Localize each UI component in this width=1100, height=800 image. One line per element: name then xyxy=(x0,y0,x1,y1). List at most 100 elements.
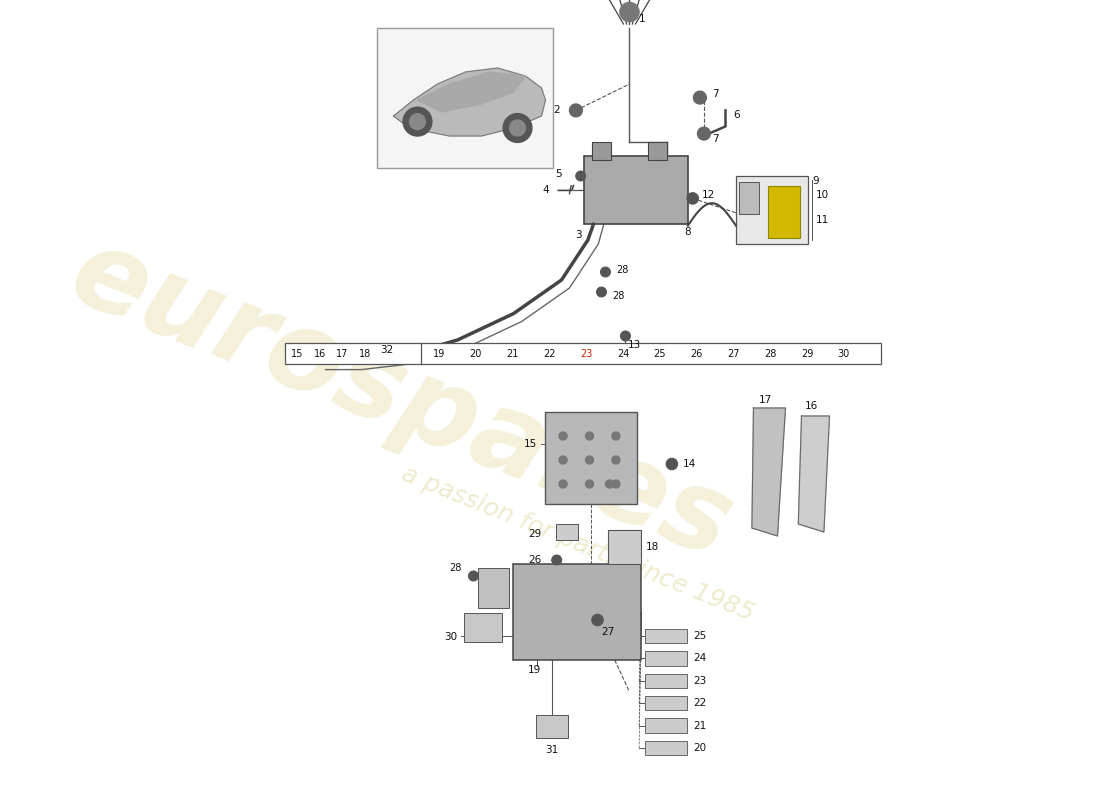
Circle shape xyxy=(612,480,620,488)
Text: 1: 1 xyxy=(639,14,646,24)
Circle shape xyxy=(667,458,678,470)
Circle shape xyxy=(605,480,614,488)
Text: 20: 20 xyxy=(470,349,482,358)
Text: 13: 13 xyxy=(628,340,641,350)
Text: 7: 7 xyxy=(712,134,718,144)
Text: eurospares: eurospares xyxy=(56,219,747,581)
Text: 5: 5 xyxy=(554,169,561,178)
Text: 18: 18 xyxy=(647,542,660,552)
Text: 19: 19 xyxy=(528,665,541,674)
Text: 17: 17 xyxy=(759,395,772,405)
Circle shape xyxy=(592,614,603,626)
Bar xyxy=(648,142,667,160)
Text: 17: 17 xyxy=(337,349,349,358)
Bar xyxy=(546,412,638,504)
Text: 28: 28 xyxy=(764,349,777,358)
Bar xyxy=(736,176,807,244)
Text: 15: 15 xyxy=(292,349,304,358)
Bar xyxy=(646,674,688,688)
Bar xyxy=(556,524,579,540)
Text: 26: 26 xyxy=(528,555,541,565)
Bar xyxy=(646,718,688,733)
Text: 23: 23 xyxy=(693,676,706,686)
Text: 28: 28 xyxy=(616,265,628,274)
Bar xyxy=(514,564,641,660)
Bar xyxy=(739,182,759,214)
Circle shape xyxy=(612,432,620,440)
Circle shape xyxy=(503,114,532,142)
Circle shape xyxy=(688,193,698,204)
Text: 32: 32 xyxy=(381,346,394,355)
Text: 16: 16 xyxy=(805,402,818,411)
Text: 21: 21 xyxy=(693,721,706,730)
Text: 28: 28 xyxy=(612,291,625,301)
Text: 15: 15 xyxy=(525,439,538,449)
Text: a passion for parts since 1985: a passion for parts since 1985 xyxy=(398,462,757,626)
Text: 29: 29 xyxy=(801,349,813,358)
Text: 20: 20 xyxy=(693,743,706,753)
Polygon shape xyxy=(799,416,829,532)
Text: 22: 22 xyxy=(543,349,556,358)
Bar xyxy=(584,156,688,224)
Bar xyxy=(478,568,508,608)
Bar xyxy=(536,715,568,738)
Bar xyxy=(377,28,553,168)
Text: 26: 26 xyxy=(691,349,703,358)
Bar xyxy=(646,651,688,666)
Circle shape xyxy=(585,480,594,488)
Circle shape xyxy=(559,456,568,464)
Text: 21: 21 xyxy=(506,349,519,358)
Text: 3: 3 xyxy=(575,230,582,240)
Text: 25: 25 xyxy=(653,349,667,358)
Text: 11: 11 xyxy=(816,215,829,226)
Text: 24: 24 xyxy=(617,349,629,358)
Circle shape xyxy=(693,91,706,104)
Text: 12: 12 xyxy=(702,190,715,200)
Bar xyxy=(608,530,641,564)
Text: 9: 9 xyxy=(812,176,818,186)
Circle shape xyxy=(469,571,478,581)
Bar xyxy=(592,142,612,160)
Text: 22: 22 xyxy=(693,698,706,708)
Circle shape xyxy=(612,456,620,464)
Bar xyxy=(768,186,800,238)
Text: 28: 28 xyxy=(449,563,462,573)
Circle shape xyxy=(585,432,594,440)
Text: 4: 4 xyxy=(543,185,550,194)
Text: 19: 19 xyxy=(433,349,446,358)
Text: 31: 31 xyxy=(546,745,559,754)
Polygon shape xyxy=(752,408,785,536)
Bar xyxy=(646,696,688,710)
Text: 2: 2 xyxy=(553,106,560,115)
Bar xyxy=(286,343,881,364)
Text: 25: 25 xyxy=(693,631,706,641)
Circle shape xyxy=(559,480,568,488)
Text: 8: 8 xyxy=(684,227,691,237)
Text: 6: 6 xyxy=(734,110,740,120)
Circle shape xyxy=(552,555,561,565)
Circle shape xyxy=(559,432,568,440)
Text: 30: 30 xyxy=(838,349,850,358)
Circle shape xyxy=(620,2,639,22)
Text: 29: 29 xyxy=(528,529,541,538)
Circle shape xyxy=(570,104,582,117)
Polygon shape xyxy=(394,68,546,136)
Text: 24: 24 xyxy=(693,654,706,663)
Text: 27: 27 xyxy=(727,349,739,358)
Circle shape xyxy=(403,107,432,136)
Bar xyxy=(464,613,503,642)
Text: 14: 14 xyxy=(683,459,696,469)
Circle shape xyxy=(620,331,630,341)
Circle shape xyxy=(697,127,711,140)
Text: 10: 10 xyxy=(816,190,829,200)
Polygon shape xyxy=(418,72,526,112)
Circle shape xyxy=(585,456,594,464)
Text: 27: 27 xyxy=(602,627,615,637)
Text: 18: 18 xyxy=(359,349,371,358)
Circle shape xyxy=(596,287,606,297)
Circle shape xyxy=(409,114,426,130)
Text: 23: 23 xyxy=(580,349,593,358)
Text: 16: 16 xyxy=(314,349,326,358)
Text: 30: 30 xyxy=(444,632,458,642)
Circle shape xyxy=(576,171,585,181)
